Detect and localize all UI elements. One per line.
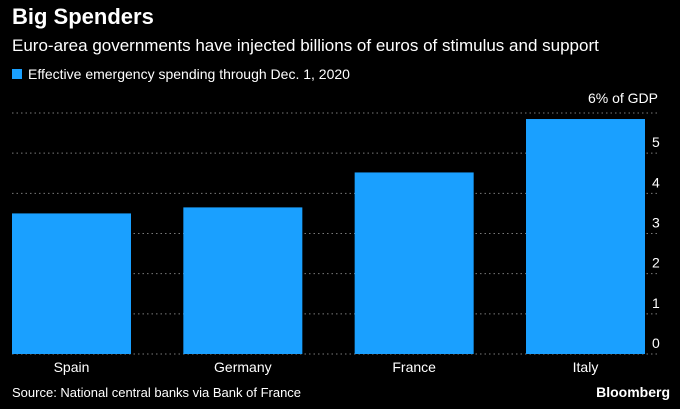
x-tick-label: Germany: [214, 359, 272, 375]
source-note: Source: National central banks via Bank …: [12, 385, 302, 400]
bar: [12, 213, 131, 354]
bar: [526, 119, 645, 355]
bar: [183, 207, 303, 354]
x-tick-label: Italy: [573, 359, 599, 375]
chart-subtitle: Euro-area governments have injected bill…: [12, 36, 599, 55]
legend-label: Effective emergency spending through Dec…: [28, 66, 350, 82]
y-tick-label: 2: [652, 255, 660, 271]
y-tick-label: 3: [652, 215, 660, 231]
y-tick-label: 1: [652, 295, 660, 311]
x-tick-label: Spain: [54, 359, 90, 375]
legend-swatch: [12, 69, 22, 79]
y-tick-label: 0: [652, 335, 660, 351]
x-tick-label: France: [392, 359, 436, 375]
bloomberg-logo: Bloomberg: [596, 384, 670, 400]
y-tick-label: 5: [652, 134, 660, 150]
y-unit-label: 6% of GDP: [588, 90, 658, 106]
legend: Effective emergency spending through Dec…: [12, 66, 350, 82]
bar: [354, 172, 474, 354]
y-tick-label: 4: [652, 174, 660, 190]
chart-title: Big Spenders: [12, 4, 154, 29]
